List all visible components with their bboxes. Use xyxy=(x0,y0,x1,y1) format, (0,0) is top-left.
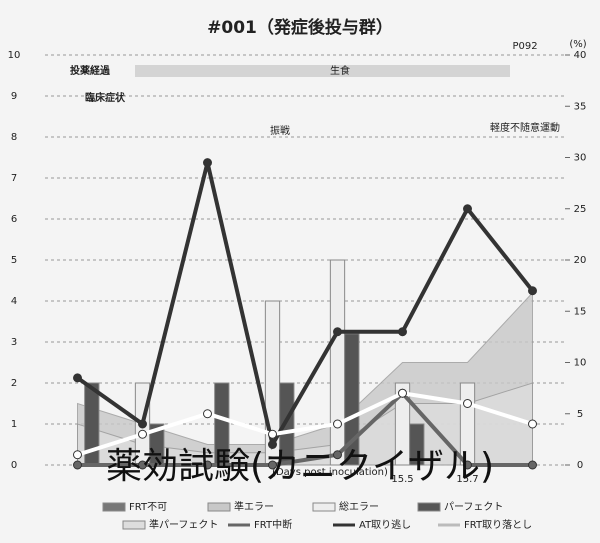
x-tick-label: 15.5 xyxy=(391,474,413,485)
y2-tick-label: 40 xyxy=(574,50,587,61)
y2-tick-label: 20 xyxy=(574,255,587,266)
y-tick-label: 2 xyxy=(11,378,17,389)
y2-tick-label: 30 xyxy=(574,153,587,164)
marker xyxy=(73,450,82,460)
marker xyxy=(203,409,212,419)
legend-swatch xyxy=(417,502,441,512)
marker xyxy=(268,460,277,470)
legend-label: FRT中断 xyxy=(254,518,292,531)
y-tick-label: 1 xyxy=(11,419,17,430)
code: P092 xyxy=(512,41,537,52)
y2-tick-label: 25 xyxy=(574,204,587,215)
marker xyxy=(333,450,342,460)
y-tick-label: 6 xyxy=(11,214,17,225)
y2-tick-label: 15 xyxy=(574,306,587,317)
dosing: 投薬経過 xyxy=(70,64,111,77)
legend-label: パーフェクト xyxy=(444,501,503,513)
chart-title: #001（発症後投与群） xyxy=(207,17,393,38)
marker xyxy=(528,460,537,470)
marker xyxy=(268,440,277,449)
overlay-text: 薬効試験(カニクイザル) xyxy=(106,446,494,487)
y2-tick-label: 5 xyxy=(577,409,583,420)
legend-label: 準エラー xyxy=(234,500,274,513)
line xyxy=(76,391,534,457)
legend-swatch xyxy=(312,502,336,512)
y2-tick-label: 10 xyxy=(574,358,587,369)
dosing-band xyxy=(135,65,510,77)
marker xyxy=(463,204,472,214)
legend-swatch xyxy=(122,520,146,530)
symptoms: 臨床症状 xyxy=(85,91,126,104)
y2-tick-label: 0 xyxy=(577,460,583,471)
y2-tick-label: 35 xyxy=(574,101,587,112)
y-tick-label: 0 xyxy=(11,460,17,471)
marker xyxy=(73,373,82,383)
legend-swatch xyxy=(102,502,126,512)
marker xyxy=(398,327,407,337)
marker xyxy=(73,460,82,470)
y-tick-label: 10 xyxy=(8,50,21,61)
marker xyxy=(138,460,147,470)
legend-label: 総エラー xyxy=(339,500,379,513)
legend-label: 準パーフェクト xyxy=(149,518,218,531)
marker xyxy=(203,460,212,470)
marker xyxy=(333,419,342,429)
y-tick-label: 8 xyxy=(11,132,17,143)
bar xyxy=(344,333,360,466)
marker xyxy=(268,429,277,439)
movement: 軽度不随意運動 xyxy=(490,121,560,134)
drug: 生食 xyxy=(330,64,350,77)
bar xyxy=(409,423,425,466)
marker xyxy=(463,399,472,408)
x-tick-label: 15.7 xyxy=(456,474,478,485)
marker xyxy=(138,429,147,439)
marker xyxy=(528,419,537,429)
marker xyxy=(138,419,147,429)
legend-swatch xyxy=(207,502,231,512)
x-axis-label: (Days post inoculation) xyxy=(272,467,388,478)
legend-label: FRT不可 xyxy=(129,502,167,513)
y-tick-label: 4 xyxy=(11,296,17,307)
marker xyxy=(398,388,407,398)
tremor: 振戦 xyxy=(270,124,290,137)
unit: (%) xyxy=(569,39,586,50)
legend-label: AT取り逃し xyxy=(359,518,411,531)
marker xyxy=(203,158,212,168)
bar xyxy=(329,259,346,466)
y-tick-label: 7 xyxy=(11,173,17,184)
y-tick-label: 5 xyxy=(11,255,17,266)
legend-label: FRT取り落とし xyxy=(464,519,532,531)
marker xyxy=(463,460,472,470)
bar xyxy=(279,382,295,466)
plot: 0 1 2 3 4 5 6 7 8 9 10 0 5 10 15 20 25 30 35 40 15.5 15.7 xyxy=(8,50,587,485)
marker xyxy=(333,327,342,337)
marker xyxy=(528,286,537,296)
line xyxy=(76,162,535,450)
y-tick-label: 9 xyxy=(11,91,17,102)
line xyxy=(77,390,533,467)
y-tick-label: 3 xyxy=(11,337,17,348)
